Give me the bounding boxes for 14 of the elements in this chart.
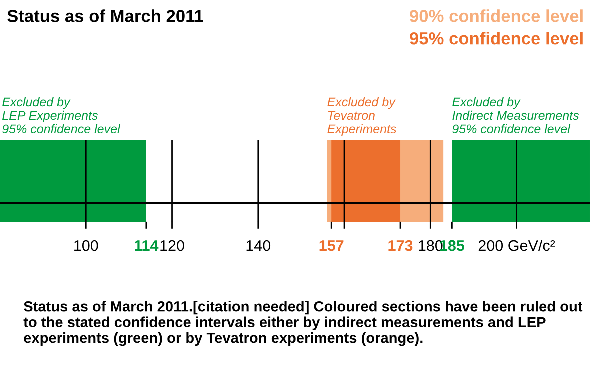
text: Status as of March 2011.[citation needed] Coloured sections have been ruled out to the stated confidence intervals either by indirect measurements and LEP experiments (green) or by Tevatron experiments (orange). (24, 301, 583, 346)
x-tick-label: 200 GeV/c² (478, 240, 556, 252)
text: 95% confidence level (410, 32, 583, 45)
x-tick-label: 173 (388, 240, 413, 252)
x-tick-label: 120 (160, 240, 184, 252)
text: Excluded by Tevatron Experiments (328, 97, 397, 136)
x-tick-label: 114 (135, 240, 159, 252)
x-tick-label: 140 (246, 240, 271, 252)
x-tick-label: 100 (74, 240, 98, 252)
chart-title: Status as of March 2011 (8, 10, 204, 22)
text: 90% confidence level (410, 10, 583, 22)
series-label: Excluded by Indirect Measurements 95% confidence level (452, 97, 580, 134)
x-tick-label: 157 (320, 240, 344, 252)
series-label: Excluded by LEP Experiments 95% confidence level (2, 97, 121, 134)
